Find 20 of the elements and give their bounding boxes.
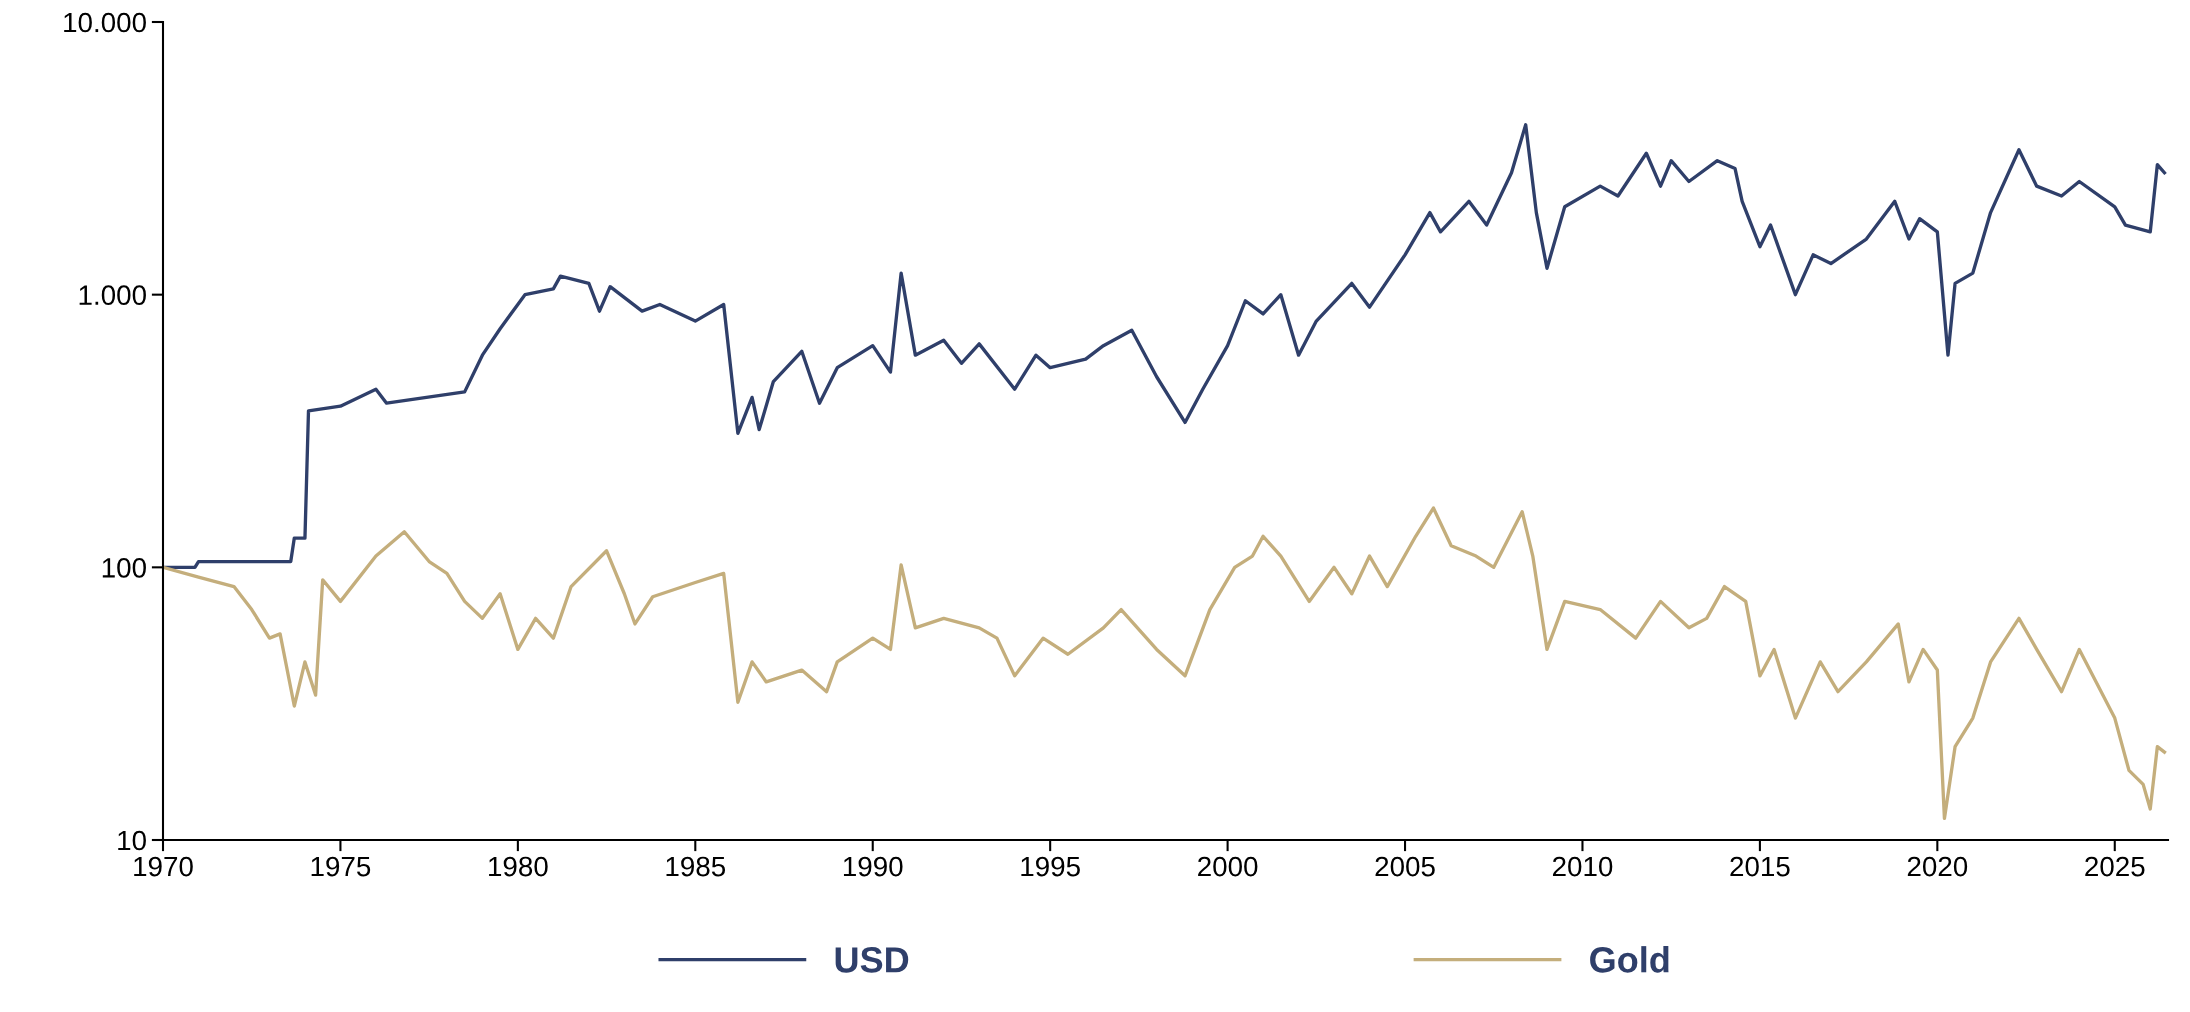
x-tick-label: 1970	[134, 856, 193, 877]
x-tick-label: 1990	[843, 856, 903, 877]
y-tick-label: 10.000	[64, 12, 146, 33]
x-tick-label: 1980	[489, 856, 548, 877]
y-tick-label: 1.000	[79, 285, 146, 306]
x-tick-label: 2025	[2085, 856, 2145, 877]
x-tick-label: 1985	[666, 856, 726, 877]
x-tick-label: 1995	[1021, 856, 1080, 877]
y-tick-label: 100	[102, 558, 146, 578]
x-tick-label: 2010	[1552, 856, 1613, 877]
legend-label: Gold	[1590, 946, 1669, 973]
x-tick-label: 2020	[1907, 856, 1968, 877]
x-tick-label: 2005	[1375, 856, 1435, 877]
x-tick-label: 2015	[1730, 856, 1790, 877]
y-tick-label: 10	[118, 830, 146, 851]
x-tick-label: 1975	[311, 856, 371, 877]
line-series	[163, 506, 2167, 821]
legend-label: USD	[835, 947, 909, 973]
x-tick-label: 2000	[1198, 856, 1258, 877]
line-series	[163, 123, 2167, 569]
